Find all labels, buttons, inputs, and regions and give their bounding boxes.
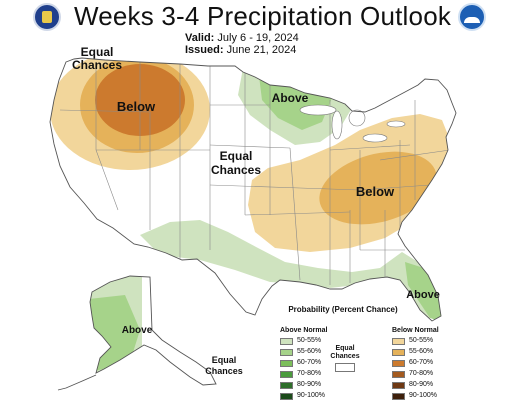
legend-above-label: 90-100%: [297, 392, 326, 399]
equal-chances-nw-line2: Chances: [72, 58, 122, 72]
legend-below-swatch: [392, 371, 405, 378]
above-florida-55-contour: [405, 262, 445, 321]
legend-below-label: 50-55%: [409, 337, 434, 344]
legend-above-label: 50-55%: [297, 337, 322, 344]
legend-below-swatch: [392, 338, 405, 345]
valid-label: Valid:: [185, 32, 215, 44]
legend-equal-swatch: [335, 363, 355, 372]
legend-above-swatch: [280, 338, 293, 345]
legend-above-row: 60-70%: [280, 359, 340, 368]
legend-below-swatch: [392, 349, 405, 356]
legend-below-label: 80-90%: [409, 381, 434, 388]
below-west-label: Below: [117, 99, 156, 114]
state-boundaries: [59, 62, 451, 285]
legend-below-label: 55-60%: [409, 348, 434, 355]
legend-below-row: 50-55%: [392, 337, 452, 346]
legend-above-label: 55-60%: [297, 348, 322, 355]
legend-equal-label: Equal Chances: [330, 345, 360, 360]
equal-chances-center-line1: Equal: [220, 149, 253, 163]
legend-below-row: 80-90%: [392, 381, 452, 390]
below-east-label: Below: [356, 184, 395, 199]
legend-above-row: 80-90%: [280, 381, 340, 390]
noaa-logo-icon: [458, 3, 486, 31]
above-alaska-label: Above: [122, 325, 153, 336]
legend-below-row: 70-80%: [392, 370, 452, 379]
legend-below-header: Below Normal: [392, 327, 439, 334]
legend-title: Probability (Percent Chance): [288, 305, 398, 314]
legend-above-swatch: [280, 393, 293, 400]
legend-below-row: 90-100%: [392, 392, 452, 401]
issued-label: Issued:: [185, 44, 224, 56]
issued-date: June 21, 2024: [226, 44, 297, 56]
legend-below-label: 70-80%: [409, 370, 434, 377]
probability-legend: Probability (Percent Chance) Above Norma…: [278, 305, 518, 403]
great-lakes: [299, 104, 406, 143]
above-north-label: Above: [272, 91, 309, 105]
legend-above-swatch: [280, 349, 293, 356]
legend-above-row: 70-80%: [280, 370, 340, 379]
legend-below-swatch: [392, 360, 405, 367]
legend-above-label: 80-90%: [297, 381, 322, 388]
aleutian-islands: [57, 374, 97, 391]
legend-below-swatch: [392, 393, 405, 400]
above-florida-label: Above: [406, 289, 440, 301]
legend-above-row: 90-100%: [280, 392, 340, 401]
legend-above-row: 50-55%: [280, 337, 340, 346]
equal-chances-alaska-line1: Equal: [212, 355, 237, 365]
legend-above-label: 70-80%: [297, 370, 322, 377]
issued-date-line: Issued: June 21, 2024: [185, 44, 296, 56]
legend-above-row: 55-60%: [280, 348, 340, 357]
legend-below-row: 55-60%: [392, 348, 452, 357]
valid-dates-line: Valid: July 6 - 19, 2024: [185, 32, 299, 44]
alaska-outline: [89, 275, 217, 386]
legend-above-swatch: [280, 382, 293, 389]
valid-dates: July 6 - 19, 2024: [217, 32, 299, 44]
page-title: Weeks 3-4 Precipitation Outlook: [73, 1, 452, 31]
equal-chances-alaska-line2: Chances: [205, 366, 243, 376]
legend-above-label: 60-70%: [297, 359, 322, 366]
legend-below-swatch: [392, 382, 405, 389]
equal-chances-nw-line1: Equal: [81, 45, 114, 59]
legend-above-header: Above Normal: [280, 327, 328, 334]
legend-below-label: 60-70%: [409, 359, 434, 366]
below-east-55-contour: [319, 151, 437, 225]
commerce-seal-icon: [33, 3, 61, 31]
legend-below-label: 90-100%: [409, 392, 438, 399]
legend-above-swatch: [280, 360, 293, 367]
equal-chances-center-line2: Chances: [211, 163, 261, 177]
legend-below-row: 60-70%: [392, 359, 452, 368]
above-south-50-contour: [140, 220, 445, 318]
legend-above-swatch: [280, 371, 293, 378]
